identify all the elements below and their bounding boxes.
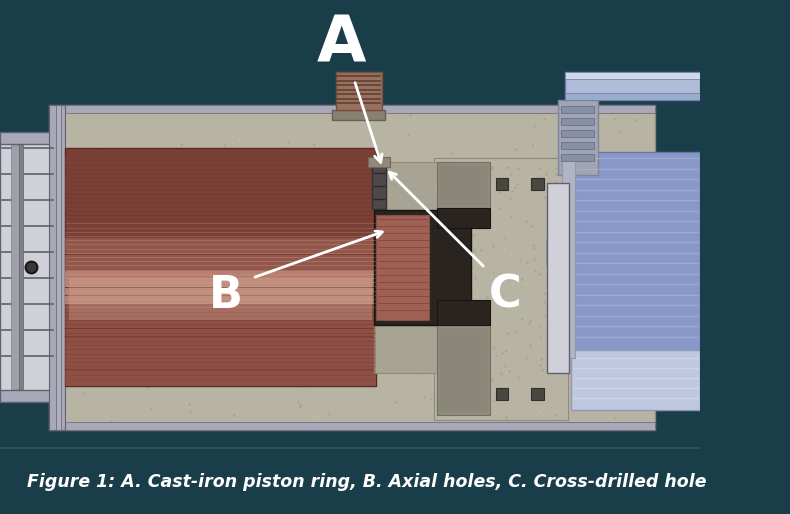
- Bar: [562, 118, 594, 125]
- Bar: [437, 162, 490, 208]
- Bar: [562, 158, 574, 358]
- Bar: [65, 214, 376, 222]
- Bar: [65, 328, 376, 337]
- Bar: [571, 350, 699, 410]
- Bar: [65, 222, 376, 230]
- Bar: [531, 388, 544, 400]
- Bar: [65, 238, 376, 246]
- Bar: [0, 390, 60, 402]
- Bar: [65, 337, 376, 345]
- Bar: [49, 105, 655, 430]
- Text: C: C: [488, 273, 521, 317]
- Bar: [65, 271, 376, 279]
- Bar: [437, 325, 490, 415]
- Bar: [65, 361, 376, 370]
- Bar: [0, 138, 55, 396]
- Bar: [332, 110, 386, 120]
- Bar: [65, 181, 376, 189]
- Bar: [65, 148, 376, 386]
- Bar: [437, 300, 490, 325]
- Bar: [374, 162, 457, 210]
- Bar: [65, 353, 376, 361]
- Bar: [65, 189, 376, 197]
- Bar: [65, 345, 376, 353]
- Bar: [56, 105, 61, 430]
- Text: A: A: [316, 14, 366, 76]
- Bar: [562, 154, 594, 161]
- Bar: [562, 142, 594, 149]
- Bar: [49, 105, 65, 430]
- Text: B: B: [209, 273, 243, 317]
- Bar: [65, 263, 376, 271]
- Bar: [65, 247, 376, 254]
- Bar: [20, 145, 23, 389]
- Bar: [65, 304, 376, 312]
- Bar: [434, 158, 569, 420]
- Bar: [65, 279, 376, 287]
- Polygon shape: [547, 200, 569, 305]
- Bar: [368, 157, 389, 167]
- Bar: [376, 215, 430, 320]
- Bar: [65, 173, 376, 180]
- Bar: [65, 230, 376, 238]
- Bar: [569, 152, 699, 352]
- Bar: [10, 145, 20, 389]
- Bar: [562, 130, 594, 137]
- Bar: [65, 197, 376, 205]
- Bar: [558, 100, 598, 175]
- Bar: [65, 312, 376, 320]
- Bar: [565, 72, 699, 79]
- Bar: [547, 183, 570, 373]
- Bar: [65, 378, 376, 386]
- Bar: [49, 422, 655, 430]
- Bar: [496, 388, 508, 400]
- Bar: [65, 255, 376, 263]
- Bar: [562, 106, 594, 113]
- Bar: [65, 164, 376, 172]
- Text: Figure 1: A. Cast-iron piston ring, B. Axial holes, C. Cross-drilled hole: Figure 1: A. Cast-iron piston ring, B. A…: [27, 473, 706, 491]
- Bar: [65, 206, 376, 213]
- Bar: [65, 370, 376, 377]
- Bar: [65, 296, 376, 304]
- Bar: [65, 156, 376, 164]
- Bar: [336, 72, 382, 110]
- Bar: [69, 278, 372, 320]
- Bar: [531, 178, 544, 190]
- Bar: [439, 165, 487, 205]
- Bar: [439, 328, 487, 412]
- Bar: [0, 132, 60, 144]
- Bar: [565, 72, 699, 100]
- Bar: [374, 325, 457, 373]
- Bar: [65, 320, 376, 328]
- Bar: [496, 178, 508, 190]
- Bar: [49, 105, 655, 113]
- Bar: [437, 208, 490, 228]
- Bar: [374, 210, 471, 325]
- Bar: [65, 287, 376, 296]
- Bar: [372, 165, 386, 209]
- Bar: [0, 450, 699, 514]
- Bar: [565, 93, 699, 100]
